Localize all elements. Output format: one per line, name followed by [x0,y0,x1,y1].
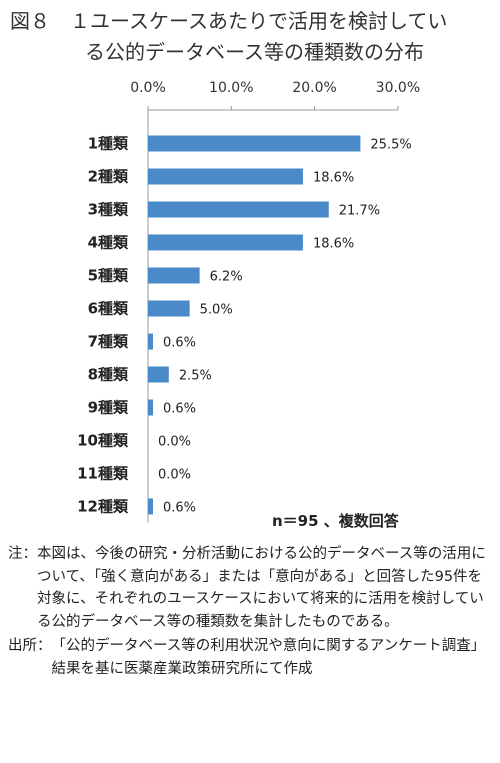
value-label: 5.0% [200,303,233,318]
note-row: 注： 本図は、今後の研究・分析活動における公的データベース等の活用について、「強… [8,543,496,633]
x-tick-label: 20.0% [292,80,336,96]
category-label: 2種類 [88,168,129,186]
category-label: 8種類 [88,366,129,384]
notes-section: 注： 本図は、今後の研究・分析活動における公的データベース等の活用について、「強… [8,543,496,680]
chart-title-line1: 図８ １ユースケースあたりで活用を検討してい [10,9,448,33]
category-label: 4種類 [88,234,129,252]
bar [148,201,329,218]
value-label: 6.2% [210,270,243,285]
category-label: 1種類 [88,135,129,153]
source-row: 出所： 「公的データベース等の利用状況や意向に関するアンケート調査」結果を基に医… [8,635,496,680]
value-label: 0.0% [158,468,191,483]
source-label: 出所： [8,638,52,654]
bar [148,300,190,317]
bar-chart: 0.0% 10.0% 20.0% 30.0% 1種類 25.5% 2種類 18.6% 3種類 21… [77,80,420,530]
value-label: 0.6% [163,336,196,351]
chart-title-line2: る公的データベース等の種類数の分布 [85,40,424,64]
figure-label: 図８ [10,9,50,33]
value-label: 18.6% [313,171,354,186]
source-text: 「公的データベース等の利用状況や意向に関するアンケート調査」結果を基に医薬産業政… [51,638,486,677]
category-label: 9種類 [88,399,129,417]
category-label: 11種類 [77,465,129,483]
x-tick-label: 30.0% [376,80,420,96]
chart-annotation: n＝95 、複数回答 [272,512,400,530]
bar [148,135,361,152]
x-tick-label: 10.0% [209,80,253,96]
x-tick-label: 0.0% [130,80,166,96]
category-label: 7種類 [88,333,129,351]
value-label: 0.0% [158,435,191,450]
note-label: 注： [8,546,37,562]
category-label: 10種類 [77,432,129,450]
value-label: 18.6% [313,237,354,252]
value-label: 25.5% [370,138,411,153]
value-label: 2.5% [179,369,212,384]
bar [148,267,200,284]
value-label: 0.6% [163,402,196,417]
bar [148,333,153,350]
chart-title: 図８ １ユースケースあたりで活用を検討してい る公的データベース等の種類数の分布 [10,6,495,68]
bar [148,168,303,185]
category-label: 6種類 [88,300,129,318]
bar [148,498,153,515]
bar [148,234,303,251]
value-label: 0.6% [163,501,196,516]
category-label: 5種類 [88,267,129,285]
bar [148,366,169,383]
note-text: 本図は、今後の研究・分析活動における公的データベース等の活用について、「強く意向… [37,546,486,630]
category-label: 12種類 [77,498,129,516]
category-label: 3種類 [88,201,129,219]
value-label: 21.7% [339,204,380,219]
bar [148,399,153,416]
